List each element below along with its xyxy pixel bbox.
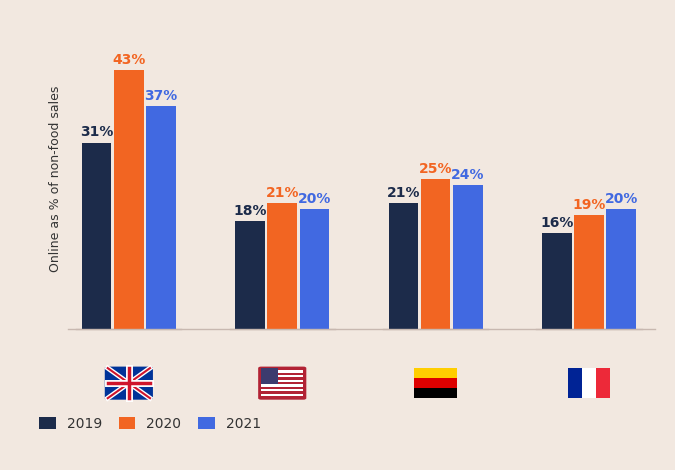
Bar [114, 70, 144, 329]
Bar [146, 106, 176, 329]
FancyBboxPatch shape [261, 380, 303, 382]
Text: 20%: 20% [298, 192, 331, 206]
FancyBboxPatch shape [261, 391, 303, 393]
FancyBboxPatch shape [261, 393, 303, 396]
Bar [606, 209, 636, 329]
FancyBboxPatch shape [596, 368, 610, 398]
Text: 19%: 19% [572, 198, 605, 212]
Y-axis label: Online as % of non-food sales: Online as % of non-food sales [49, 86, 62, 272]
FancyBboxPatch shape [261, 373, 303, 375]
FancyBboxPatch shape [261, 384, 303, 387]
Text: 20%: 20% [605, 192, 638, 206]
Bar [389, 203, 418, 329]
FancyBboxPatch shape [261, 387, 303, 389]
FancyBboxPatch shape [261, 368, 278, 384]
Bar [421, 179, 450, 329]
Bar [82, 142, 111, 329]
FancyBboxPatch shape [568, 368, 582, 398]
FancyBboxPatch shape [261, 375, 303, 377]
Text: 43%: 43% [112, 53, 146, 67]
Text: 25%: 25% [419, 162, 452, 176]
FancyBboxPatch shape [258, 367, 306, 400]
FancyBboxPatch shape [582, 368, 596, 398]
FancyBboxPatch shape [414, 368, 457, 378]
FancyBboxPatch shape [261, 396, 303, 398]
Text: 37%: 37% [144, 89, 178, 103]
FancyBboxPatch shape [414, 388, 457, 398]
Text: 24%: 24% [451, 168, 485, 181]
FancyBboxPatch shape [261, 377, 303, 380]
Bar [542, 233, 572, 329]
Text: 21%: 21% [387, 186, 421, 200]
FancyBboxPatch shape [261, 370, 303, 373]
FancyBboxPatch shape [414, 378, 457, 388]
Text: 16%: 16% [540, 216, 574, 230]
FancyBboxPatch shape [105, 367, 153, 400]
Bar [236, 221, 265, 329]
Text: 31%: 31% [80, 125, 113, 140]
Bar [300, 209, 329, 329]
Text: 21%: 21% [265, 186, 299, 200]
Text: 18%: 18% [234, 204, 267, 218]
FancyBboxPatch shape [261, 382, 303, 384]
Legend: 2019, 2020, 2021: 2019, 2020, 2021 [33, 411, 267, 436]
FancyBboxPatch shape [261, 368, 303, 370]
Bar [574, 215, 604, 329]
FancyBboxPatch shape [261, 389, 303, 391]
Bar [267, 203, 297, 329]
Bar [453, 185, 483, 329]
